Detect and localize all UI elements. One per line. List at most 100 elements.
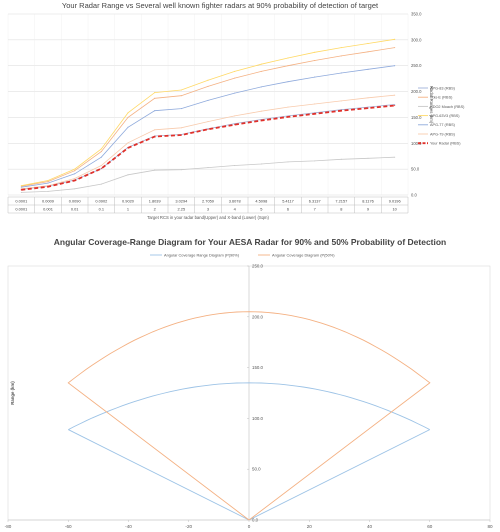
- chart1-x-lower-tick-label: 0.01: [71, 206, 79, 211]
- chart1-x-upper-tick-label: 0.0902: [95, 198, 107, 203]
- chart1-data-point: [180, 95, 182, 97]
- chart1-data-point: [180, 89, 182, 91]
- chart2-legend-label: Angular Coverage Range Diagram (P(90%): [164, 252, 240, 257]
- chart1-data-point: [260, 70, 262, 72]
- chart1-x-lower-tick-label: 2.25: [178, 206, 186, 211]
- chart2-x-tick-label: 60: [427, 524, 433, 529]
- chart1-data-point: [74, 188, 76, 190]
- chart1-data-point: [20, 189, 22, 191]
- chart1-data-point: [394, 47, 396, 49]
- chart1-data-point: [207, 128, 209, 130]
- chart1-data-point: [154, 97, 156, 99]
- chart1-data-point: [367, 51, 369, 53]
- chart1-x-lower-tick-label: 0.0001: [15, 206, 27, 211]
- chart1-data-point: [234, 115, 236, 117]
- chart1-data-point: [287, 57, 289, 59]
- chart1-data-point: [394, 156, 396, 158]
- chart1-legend-label: Your Radar (RBS): [430, 142, 461, 146]
- chart1-data-point: [154, 110, 156, 112]
- chart1-data-point: [100, 151, 102, 153]
- chart1-data-point: [20, 186, 22, 188]
- chart1-x-upper-tick-label: 0.0009: [42, 198, 54, 203]
- chart1-data-point: [74, 173, 76, 175]
- chart2-x-tick-label: 0: [248, 524, 251, 529]
- chart1-x-lower-tick-label: 1: [127, 206, 129, 211]
- chart1-x-lower-tick-label: 0.1: [99, 206, 104, 211]
- chart1-data-point: [207, 85, 209, 87]
- chart2-coverage-line: [68, 382, 431, 521]
- chart1-data-point: [154, 136, 156, 138]
- chart1-x-upper-tick-label: 3.0294: [175, 198, 188, 203]
- chart2-x-tick-label: -20: [185, 524, 192, 529]
- chart1-data-point: [47, 179, 49, 182]
- chart2-title: Angular Coverage-Range Diagram for Your …: [53, 237, 447, 247]
- chart1-data-point: [340, 55, 342, 57]
- chart1-data-point: [20, 185, 22, 187]
- chart1-data-point: [234, 92, 236, 94]
- chart1-data-point: [367, 42, 369, 45]
- chart1-y-tick-label: 100.0: [411, 141, 422, 146]
- chart1-data-point: [234, 70, 236, 72]
- chart1-data-point: [100, 164, 102, 167]
- chart1-x-upper-tick-label: 0.0001: [15, 198, 27, 203]
- chart1-x-upper-tick-label: 9.0196: [389, 198, 401, 203]
- chart1-data-point: [47, 182, 49, 184]
- chart1-data-point: [47, 181, 49, 183]
- chart1-x-lower-tick-label: 9: [367, 206, 369, 211]
- chart1-x-lower-tick-label: 2: [154, 206, 156, 211]
- chart1-data-point: [340, 47, 342, 49]
- chart1-data-point: [74, 170, 76, 172]
- chart1-title: Your Radar Range vs Several well known f…: [61, 1, 379, 10]
- chart1-data-point: [394, 94, 396, 96]
- chart1-x-upper-tick-label: 4.5098: [255, 198, 267, 203]
- chart1-data-point: [100, 156, 102, 158]
- chart1-x-upper-tick-label: 6.3137: [309, 198, 321, 203]
- chart1-x-lower-tick-label: 8: [340, 206, 342, 211]
- chart1-x-upper-tick-label: 0.0090: [69, 198, 82, 203]
- chart1-data-point: [154, 129, 156, 131]
- chart2-x-tick-label: 40: [367, 524, 373, 529]
- chart1-data-point: [394, 103, 396, 106]
- chart1-y-axis-label: Radar Ranges (km): [429, 86, 434, 124]
- chart1-x-upper-tick-label: 3.6078: [229, 198, 241, 203]
- chart1-series-line: [21, 104, 395, 191]
- chart1-data-point: [180, 108, 182, 110]
- chart1-data-point: [367, 68, 369, 70]
- chart1-data-point: [100, 168, 102, 170]
- chart1-data-point: [100, 183, 102, 185]
- chart1-y-tick-label: 300.0: [411, 37, 422, 42]
- chart1-data-point: [314, 51, 316, 53]
- chart1-data-point: [154, 169, 156, 171]
- chart1-data-point: [234, 164, 236, 167]
- chart1-legend-label: APG-79 (RBS): [430, 132, 456, 136]
- chart1-data-point: [47, 186, 49, 188]
- chart1-x-axis-label: Target RCS in your radar band(Upper) and…: [147, 215, 269, 220]
- chart1-y-tick-label: 250.0: [411, 63, 422, 68]
- chart1-data-point: [340, 100, 342, 102]
- chart1-data-point: [340, 110, 342, 112]
- chart1-x-lower-tick-label: 0.001: [43, 206, 53, 211]
- chart1-data-point: [74, 179, 76, 182]
- chart1-data-point: [260, 163, 262, 165]
- chart2-y-tick-label: 100.0: [252, 416, 264, 421]
- chart1-series-line: [21, 47, 395, 187]
- chart1-data-point: [127, 126, 129, 128]
- chart1-data-point: [127, 116, 129, 118]
- chart2-y-axis-label: Range (km): [10, 381, 15, 405]
- chart1-data-point: [260, 119, 262, 122]
- chart1-data-point: [314, 160, 316, 162]
- chart1-data-point: [394, 104, 396, 107]
- chart1-data-point: [367, 107, 369, 109]
- chart1-data-point: [394, 65, 396, 67]
- chart2-x-tick-label: -40: [125, 524, 132, 529]
- chart1-series-line: [21, 94, 395, 190]
- chart1-x-upper-tick-label: 2.7059: [202, 198, 214, 203]
- chart1-range-vs-rcs: 0.0 50.0 100.0 150.0 200.0 250.0 300.0 350.0 Rad…: [7, 12, 465, 220]
- chart1-x-upper-tick-label: 0.9020: [122, 198, 135, 203]
- chart2-x-tick-label: -80: [5, 524, 12, 529]
- chart1-data-point: [367, 97, 369, 99]
- chart2-y-tick-label: 200.0: [252, 314, 264, 319]
- chart1-data-point: [127, 174, 129, 176]
